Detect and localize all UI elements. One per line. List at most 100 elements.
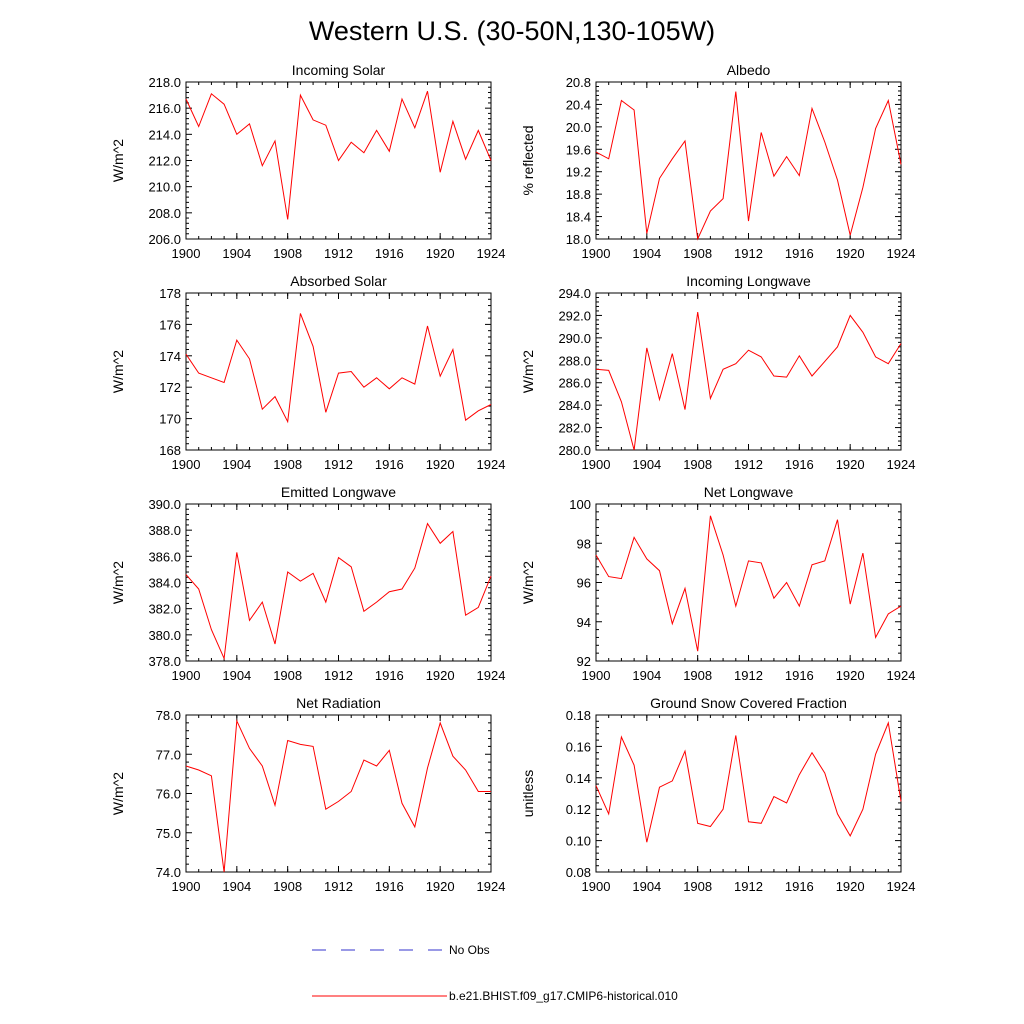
x-tick-label: 1904	[632, 457, 661, 472]
panel-title: Net Longwave	[704, 484, 794, 500]
legend: No Obs b.e21.BHIST.f09_g17.CMIP6-histori…	[312, 943, 678, 1003]
y-tick-label: 20.0	[566, 120, 591, 135]
x-tick-label: 1900	[172, 457, 201, 472]
x-tick-label: 1908	[683, 668, 712, 683]
series-line	[595, 312, 902, 451]
x-tick-label: 1908	[273, 457, 302, 472]
x-tick-label: 1924	[887, 246, 916, 261]
x-tick-label: 1916	[375, 457, 404, 472]
y-tick-label: 78.0	[156, 708, 181, 723]
y-tick-label: 168	[159, 443, 181, 458]
chart-panel-6: 1900 1904 1908 1912 1916 1920 1924 92 94 96 98 100 N…	[520, 484, 915, 683]
x-tick-label: 1920	[426, 246, 455, 261]
panel-title: Emitted Longwave	[281, 484, 396, 500]
x-tick-label: 1924	[887, 668, 916, 683]
y-tick-label: 292.0	[558, 308, 591, 323]
panel-title: Absorbed Solar	[290, 273, 387, 289]
x-tick-label: 1924	[887, 879, 916, 894]
y-tick-label: 19.2	[566, 165, 591, 180]
x-tick-label: 1924	[477, 246, 506, 261]
y-tick-label: 94	[577, 615, 591, 630]
x-tick-label: 1920	[426, 879, 455, 894]
series-line	[185, 522, 492, 661]
y-tick-label: 380.0	[148, 628, 181, 643]
y-tick-label: 174	[159, 349, 181, 364]
y-tick-label: 0.18	[566, 708, 591, 723]
chart-panel-2: 1900 1904 1908 1912 1916 1920 1924 18.0 18.4 18.8…	[520, 62, 915, 261]
x-tick-label: 1900	[582, 668, 611, 683]
y-tick-label: 378.0	[148, 654, 181, 669]
x-tick-label: 1912	[734, 668, 763, 683]
y-tick-label: 386.0	[148, 549, 181, 564]
x-tick-label: 1912	[734, 246, 763, 261]
y-tick-label: 98	[577, 536, 591, 551]
series-line	[595, 515, 902, 652]
x-tick-label: 1908	[273, 879, 302, 894]
y-tick-label: 18.8	[566, 187, 591, 202]
x-tick-label: 1900	[582, 457, 611, 472]
y-tick-label: 176	[159, 317, 181, 332]
legend-label-no-obs: No Obs	[449, 943, 490, 957]
y-tick-label: 218.0	[148, 75, 181, 90]
y-tick-label: 74.0	[156, 865, 181, 880]
y-tick-label: 178	[159, 286, 181, 301]
x-tick-label: 1908	[273, 668, 302, 683]
plot-frame	[185, 503, 492, 662]
series-line	[595, 91, 902, 241]
y-tick-label: 76.0	[156, 787, 181, 802]
y-tick-label: 20.8	[566, 75, 591, 90]
chart-panel-5: 1900 1904 1908 1912 1916 1920 1924 378.0 380.0 38…	[110, 484, 505, 683]
y-tick-label: 286.0	[558, 376, 591, 391]
x-tick-label: 1900	[172, 879, 201, 894]
x-tick-label: 1916	[375, 879, 404, 894]
y-tick-label: 75.0	[156, 826, 181, 841]
y-tick-label: 0.10	[566, 834, 591, 849]
x-tick-label: 1924	[477, 668, 506, 683]
x-tick-label: 1924	[887, 457, 916, 472]
chart-panel-4: 1900 1904 1908 1912 1916 1920 1924 280.0 282.0 28…	[520, 273, 915, 472]
y-axis-label: W/m^2	[520, 350, 536, 393]
x-tick-label: 1912	[324, 668, 353, 683]
chart-panel-8: 1900 1904 1908 1912 1916 1920 1924 0.08 0.10 0.12…	[520, 695, 915, 894]
y-tick-label: 282.0	[558, 421, 591, 436]
y-tick-label: 0.16	[566, 739, 591, 754]
series-line	[185, 313, 492, 424]
plot-frame	[595, 714, 902, 873]
x-tick-label: 1920	[426, 457, 455, 472]
x-tick-label: 1920	[836, 879, 865, 894]
y-tick-label: 214.0	[148, 127, 181, 142]
x-tick-label: 1904	[222, 457, 251, 472]
plot-frame	[185, 292, 492, 451]
x-tick-label: 1904	[222, 668, 251, 683]
y-tick-label: 382.0	[148, 602, 181, 617]
y-tick-label: 96	[577, 576, 591, 591]
y-tick-label: 19.6	[566, 142, 591, 157]
x-tick-label: 1924	[477, 879, 506, 894]
y-tick-label: 170	[159, 412, 181, 427]
x-tick-label: 1916	[785, 246, 814, 261]
x-tick-label: 1912	[324, 457, 353, 472]
y-axis-label: W/m^2	[520, 561, 536, 604]
figure-title: Western U.S. (30-50N,130-105W)	[309, 16, 715, 46]
x-tick-label: 1900	[172, 246, 201, 261]
y-tick-label: 92	[577, 654, 591, 669]
y-tick-label: 18.0	[566, 232, 591, 247]
x-tick-label: 1916	[785, 457, 814, 472]
y-tick-label: 206.0	[148, 232, 181, 247]
series-line	[185, 91, 492, 220]
panel-title: Incoming Longwave	[686, 273, 811, 289]
panel-title: Incoming Solar	[292, 62, 386, 78]
x-tick-label: 1916	[375, 246, 404, 261]
y-tick-label: 384.0	[148, 576, 181, 591]
chart-panel-1: 1900 1904 1908 1912 1916 1920 1924 206.0 208.0 21…	[110, 62, 505, 261]
series-line	[185, 718, 491, 873]
x-tick-label: 1908	[683, 457, 712, 472]
panel-title: Net Radiation	[296, 695, 381, 711]
x-tick-label: 1912	[734, 879, 763, 894]
y-tick-label: 216.0	[148, 101, 181, 116]
y-tick-label: 20.4	[566, 97, 591, 112]
x-tick-label: 1904	[222, 879, 251, 894]
series-line	[595, 721, 902, 843]
x-tick-label: 1920	[836, 246, 865, 261]
x-tick-label: 1904	[632, 879, 661, 894]
